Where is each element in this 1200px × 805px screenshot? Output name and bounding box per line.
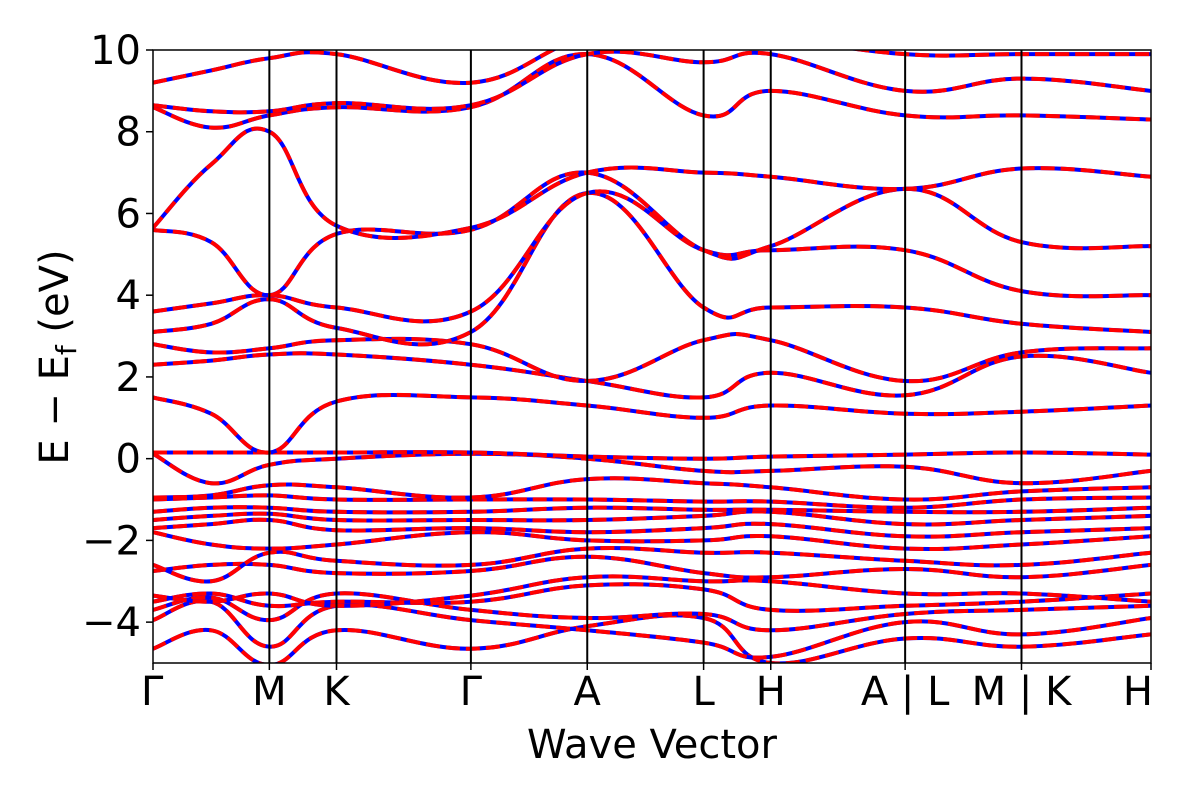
y-tick-label: 2 [116, 355, 141, 401]
band-24-overlay-line [153, 50, 1151, 115]
y-tick-label: 8 [116, 110, 141, 156]
y-tick-label: 0 [116, 437, 141, 483]
band-9-overlay-line [153, 517, 1151, 539]
band-6-overlay-line [153, 554, 1151, 580]
x-tick-label: K [323, 669, 351, 715]
band-24-reference-line [153, 50, 1151, 115]
x-axis-label: Wave Vector [527, 722, 778, 768]
band-11-overlay-line [153, 505, 1151, 515]
band-23-overlay-line [153, 52, 1151, 130]
band-10-overlay-line [153, 509, 1151, 527]
x-tick-label: A [574, 669, 602, 715]
x-tick-label: Γ [141, 669, 164, 715]
x-tick-label: H [756, 669, 786, 715]
band-lines [153, 50, 1151, 663]
band-18-overlay-line [153, 332, 1151, 384]
band-4-reference-line [153, 582, 1151, 613]
band-16-reference-line [153, 392, 1151, 455]
band-8-overlay-line [153, 530, 1151, 552]
y-tick-label: 6 [116, 191, 141, 237]
band-12-overlay-line [153, 493, 1151, 510]
y-axis-label-subscript: f [50, 344, 83, 355]
y-tick-label: 4 [116, 273, 141, 319]
band-2-overlay-line [153, 598, 1151, 660]
high-symmetry-lines [268, 50, 1023, 663]
band-25-overlay-line [153, 50, 1151, 85]
y-axis-ticks: −4 −2 0 2 4 6 8 10 [82, 28, 153, 646]
band-1-overlay-line [153, 613, 1151, 663]
y-tick-label: −2 [82, 518, 141, 564]
y-tick-label: −4 [82, 600, 141, 646]
y-axis-label-main: E − E [32, 355, 78, 465]
band-15-overlay-line [153, 450, 1151, 461]
x-tick-label: A | L [861, 669, 950, 715]
x-tick-label: Γ [460, 669, 483, 715]
y-axis-label-unit: (eV) [32, 249, 78, 345]
x-tick-label: H [1123, 669, 1153, 715]
x-tick-label: M | K [972, 669, 1073, 715]
band-4-overlay-line [153, 582, 1151, 613]
x-tick-label: L [692, 669, 715, 715]
y-axis-label: E − Ef (eV) [32, 249, 83, 464]
band-13-overlay-line [153, 476, 1151, 502]
band-25-reference-line [153, 50, 1151, 85]
band-17-overlay-line [153, 351, 1151, 400]
band-23-reference-line [153, 52, 1151, 130]
x-tick-label: M [252, 669, 287, 715]
band-19-overlay-line [153, 190, 1151, 347]
y-tick-label: 10 [90, 28, 141, 74]
plot-frame [152, 49, 1152, 664]
band-22-reference-line [153, 126, 1151, 240]
